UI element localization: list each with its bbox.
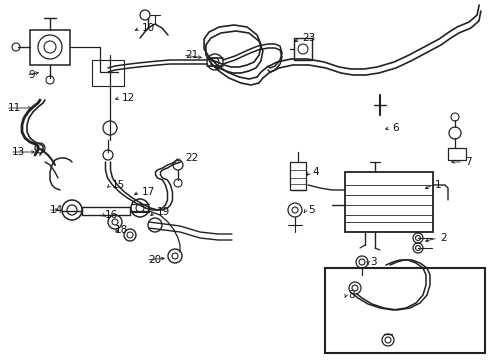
Text: 12: 12 xyxy=(122,93,135,103)
Text: 17: 17 xyxy=(142,187,155,197)
Bar xyxy=(30,30,70,65)
Text: 4: 4 xyxy=(312,167,318,177)
Text: 16: 16 xyxy=(105,210,118,220)
Text: 5: 5 xyxy=(308,205,315,215)
Bar xyxy=(290,162,306,190)
Text: 6: 6 xyxy=(392,123,399,133)
Text: 13: 13 xyxy=(12,147,25,157)
Text: 21: 21 xyxy=(185,50,198,60)
Text: 14: 14 xyxy=(50,205,63,215)
Text: 9: 9 xyxy=(28,70,35,80)
Text: 20: 20 xyxy=(148,255,161,265)
Text: 18: 18 xyxy=(115,225,128,235)
Bar xyxy=(448,148,466,160)
Text: 10: 10 xyxy=(142,23,155,33)
Text: 15: 15 xyxy=(112,180,125,190)
Text: 8: 8 xyxy=(348,290,355,300)
Text: 22: 22 xyxy=(185,153,198,163)
Text: 7: 7 xyxy=(465,157,472,167)
Text: 3: 3 xyxy=(370,257,377,267)
Text: 2: 2 xyxy=(440,233,446,243)
Bar xyxy=(345,172,433,232)
Text: 19: 19 xyxy=(157,207,170,217)
Text: 11: 11 xyxy=(8,103,21,113)
Bar xyxy=(92,60,124,86)
Text: 1: 1 xyxy=(435,180,441,190)
Text: 23: 23 xyxy=(302,33,315,43)
Bar xyxy=(325,268,485,353)
Bar xyxy=(294,38,312,60)
